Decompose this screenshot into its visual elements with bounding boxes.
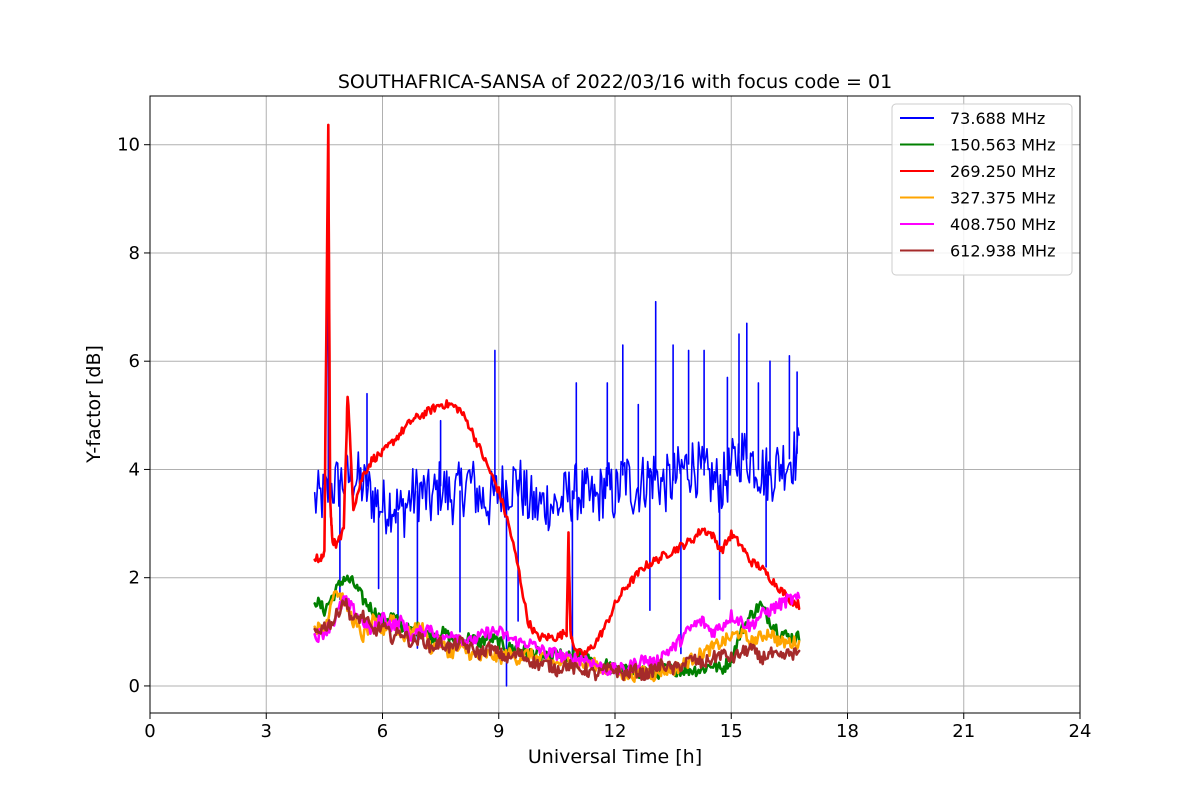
- x-tick-label: 12: [604, 721, 627, 742]
- legend-label: 327.375 MHz: [950, 189, 1055, 208]
- x-tick-label: 6: [377, 721, 388, 742]
- plot-lines: [313, 123, 801, 687]
- y-tick-label: 8: [129, 243, 140, 264]
- legend-label: 408.750 MHz: [950, 215, 1055, 234]
- legend: 73.688 MHz 150.563 MHz 269.250 MHz 327.375 …: [891, 103, 1073, 276]
- x-tick-label: 15: [720, 721, 743, 742]
- x-tick-label: 24: [1069, 721, 1092, 742]
- y-tick-label: 0: [129, 676, 140, 697]
- series-line: [313, 591, 801, 677]
- y-tick-label: 10: [117, 135, 140, 156]
- legend-label: 612.938 MHz: [950, 242, 1055, 261]
- y-axis-label: Y-factor [dB]: [83, 345, 105, 464]
- x-tick-label: 21: [952, 721, 975, 742]
- legend-label: 269.250 MHz: [950, 162, 1055, 181]
- x-tick-label: 18: [836, 721, 859, 742]
- x-tick-label: 0: [144, 721, 155, 742]
- y-tick-label: 4: [129, 459, 140, 480]
- x-tick-label: 3: [261, 721, 272, 742]
- x-tick-label: 9: [493, 721, 504, 742]
- y-tick-label: 6: [129, 351, 140, 372]
- y-tick-label: 2: [129, 568, 140, 589]
- legend-label: 73.688 MHz: [950, 109, 1045, 128]
- legend-box: [891, 103, 1073, 276]
- x-axis-label: Universal Time [h]: [528, 746, 702, 768]
- legend-label: 150.563 MHz: [950, 136, 1055, 155]
- series-line: [313, 273, 800, 687]
- series-line: [313, 597, 801, 682]
- chart-title: SOUTHAFRICA-SANSA of 2022/03/16 with foc…: [338, 71, 892, 93]
- series-line: [313, 123, 801, 657]
